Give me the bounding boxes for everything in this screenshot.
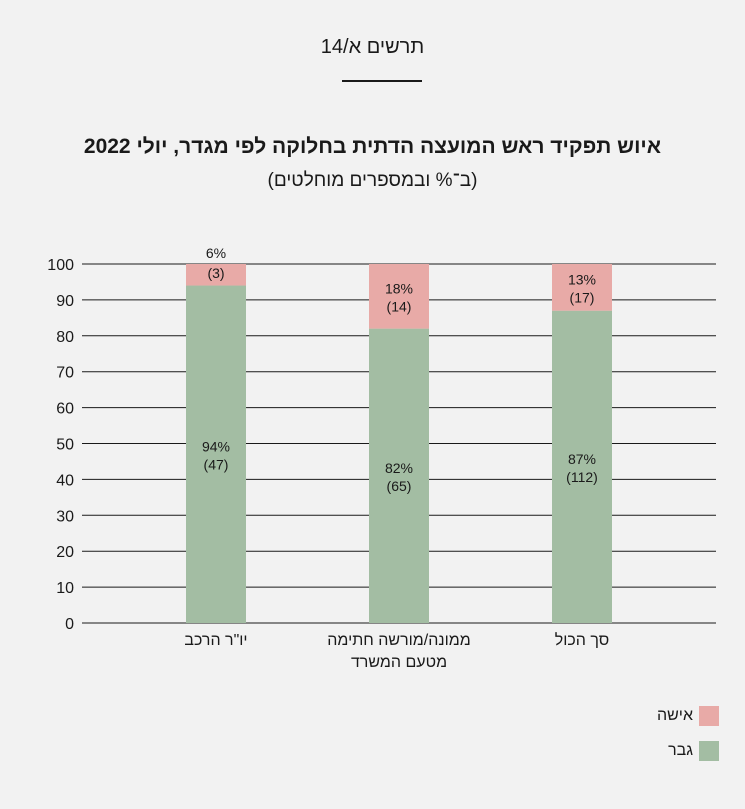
y-tick-label-30: 30 — [56, 508, 74, 525]
data-label-woman-pct-0: 6% — [206, 245, 226, 261]
data-label-man-count-0: (47) — [204, 456, 229, 472]
chart-title: איוש תפקיד ראש המועצה הדתית בחלוקה לפי מ… — [83, 135, 662, 158]
data-label-woman-pct-1: 18% — [385, 280, 413, 296]
legend-label-man: גבר — [668, 742, 693, 759]
y-tick-label-10: 10 — [56, 580, 74, 597]
data-label-man-pct-2: 87% — [568, 451, 596, 467]
legend-item-woman: אישה — [657, 706, 719, 726]
header-divider — [342, 80, 422, 82]
bar-man-1 — [369, 328, 429, 623]
y-tick-label-60: 60 — [56, 401, 74, 418]
category-label-0-0: יו"ר הרכב — [184, 632, 247, 649]
bar-woman-0 — [186, 264, 246, 286]
y-tick-label-90: 90 — [56, 293, 74, 310]
y-tick-label-80: 80 — [56, 329, 74, 346]
data-label-man-pct-1: 82% — [385, 460, 413, 476]
data-label-man-pct-0: 94% — [202, 438, 230, 454]
bar-woman-1 — [369, 264, 429, 329]
bar-man-0 — [186, 285, 246, 623]
legend-item-man: גבר — [668, 741, 719, 761]
category-label-1-1: מטעם המשרד — [351, 654, 447, 671]
y-tick-label-40: 40 — [56, 472, 74, 489]
bar-woman-2 — [552, 264, 612, 311]
bar-man-2 — [552, 310, 612, 623]
chart-subtitle: (ב־% ובמספרים מוחלטים) — [267, 170, 478, 191]
chart-number-label: תרשים א/14 — [320, 36, 425, 58]
data-label-woman-pct-2: 13% — [568, 271, 596, 287]
y-tick-label-20: 20 — [56, 544, 74, 561]
data-label-man-count-1: (65) — [387, 478, 412, 494]
legend-swatch-woman — [699, 706, 719, 726]
category-label-2-0: סך הכול — [555, 631, 610, 649]
category-label-1-0: ממונה/מורשה חתימה — [327, 632, 470, 649]
legend-label-woman: אישה — [656, 707, 693, 724]
data-label-woman-count-0: (3) — [207, 265, 224, 281]
data-label-woman-count-1: (14) — [387, 298, 412, 314]
y-tick-label-50: 50 — [56, 437, 74, 454]
y-tick-label-0: 0 — [65, 616, 74, 633]
y-tick-label-70: 70 — [56, 365, 74, 382]
data-label-man-count-2: (112) — [566, 469, 598, 485]
y-tick-label-100: 100 — [47, 257, 74, 274]
legend-swatch-man — [699, 741, 719, 761]
data-label-woman-count-2: (17) — [570, 289, 595, 305]
